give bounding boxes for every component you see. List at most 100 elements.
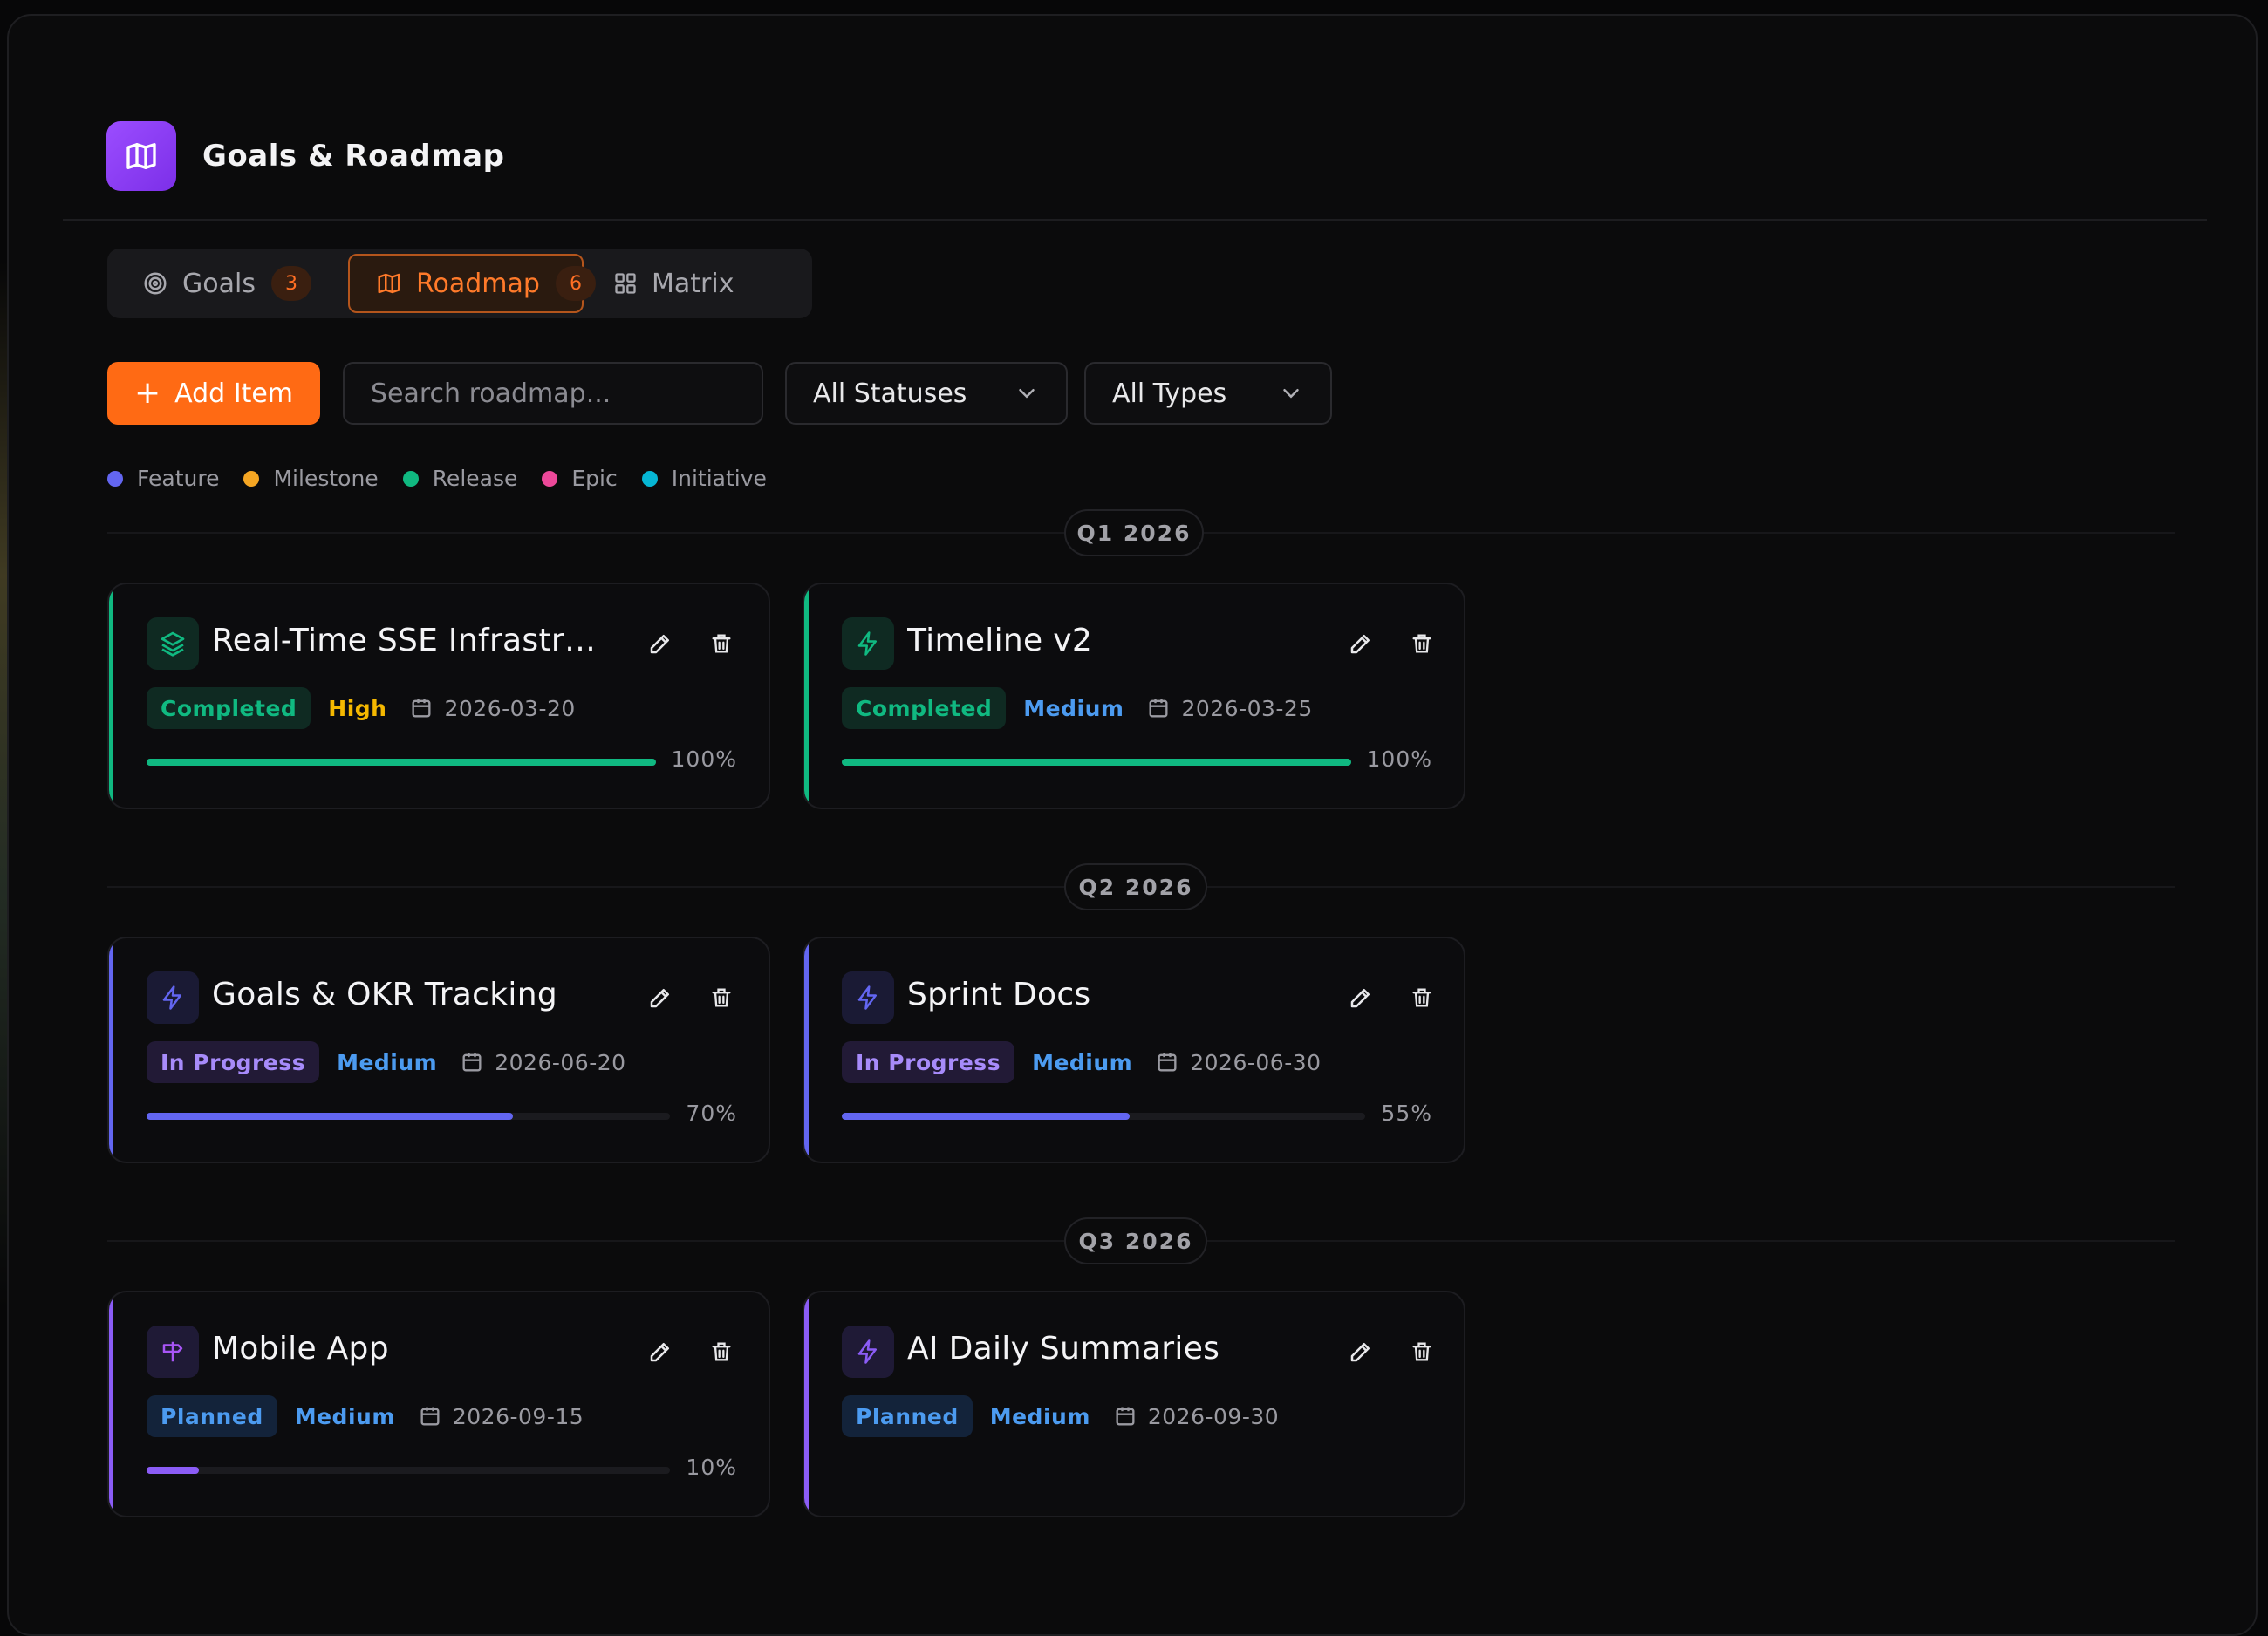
progress-fill <box>842 759 1351 766</box>
status-badge: Completed <box>842 687 1007 729</box>
legend-dot <box>641 470 658 487</box>
count-badge: 3 <box>270 266 311 301</box>
target-icon <box>142 270 168 297</box>
priority-label: Medium <box>294 1403 395 1429</box>
legend-item-milestone: Milestone <box>243 466 379 491</box>
tab-label: Roadmap <box>416 268 540 299</box>
priority-label: Medium <box>337 1049 438 1075</box>
legend-item-feature: Feature <box>107 466 219 491</box>
legend-item-initiative: Initiative <box>641 466 767 491</box>
card-meta: Completed High 2026-03-20 <box>147 687 576 729</box>
card-title: Mobile App <box>212 1331 389 1367</box>
header-divider <box>63 219 2207 221</box>
quarter-label: Q2 2026 <box>1064 863 1207 910</box>
calendar-icon <box>1149 699 1168 718</box>
map-icon <box>106 121 176 191</box>
edit-icon[interactable] <box>1343 980 1378 1015</box>
view-tabs: Goals 3 Roadmap 6 Matrix <box>107 249 812 318</box>
calendar-icon <box>1158 1053 1177 1072</box>
type-filter-value: All Types <box>1112 378 1227 409</box>
card-title: Goals & OKR Tracking <box>212 977 557 1012</box>
roadmap-card[interactable]: AI Daily Summaries Planned Medium 2026-0… <box>803 1291 1465 1517</box>
due-date-text: 2026-09-30 <box>1147 1403 1280 1429</box>
card-accent <box>804 584 809 808</box>
roadmap-card[interactable]: Real-Time SSE Infrastructure Completed H… <box>107 583 770 809</box>
quarter-label: Q3 2026 <box>1064 1217 1207 1264</box>
page-header: Goals & Roadmap <box>106 113 504 199</box>
priority-label: High <box>328 695 387 721</box>
roadmap-card[interactable]: Sprint Docs In Progress Medium 2026-06-3… <box>803 937 1465 1163</box>
zap-icon <box>842 971 894 1024</box>
card-accent <box>109 1292 113 1516</box>
card-title: Sprint Docs <box>907 977 1091 1012</box>
layers-icon <box>147 617 199 670</box>
due-date-text: 2026-06-30 <box>1190 1049 1322 1075</box>
due-date: 2026-03-20 <box>409 696 575 721</box>
progress-label: 70% <box>686 1101 737 1126</box>
progress-bar <box>147 1467 670 1474</box>
calendar-icon <box>412 699 431 718</box>
tab-label: Goals <box>182 268 256 299</box>
app-window: Goals & Roadmap Goals 3 Roadmap 6 <box>7 14 2258 1636</box>
zap-icon <box>147 971 199 1024</box>
tab-matrix[interactable]: Matrix <box>601 254 793 313</box>
count-badge: 6 <box>555 266 596 301</box>
search-input[interactable] <box>343 362 763 425</box>
tab-label: Matrix <box>652 268 734 299</box>
calendar-icon <box>1116 1407 1135 1426</box>
trash-icon[interactable] <box>704 626 739 661</box>
legend-label: Release <box>432 466 518 491</box>
progress-label: 100% <box>671 746 737 772</box>
chevron-down-icon <box>1283 389 1299 399</box>
due-date: 2026-06-20 <box>460 1050 625 1075</box>
trash-icon[interactable] <box>1404 980 1439 1015</box>
edit-icon[interactable] <box>643 626 678 661</box>
trash-icon[interactable] <box>1404 626 1439 661</box>
edit-icon[interactable] <box>1343 626 1378 661</box>
card-accent <box>804 1292 809 1516</box>
card-title: Real-Time SSE Infrastructure <box>212 623 613 658</box>
type-legend: Feature Milestone Release Epic Initiativ… <box>107 466 791 491</box>
progress-bar <box>147 1113 670 1120</box>
card-meta: Completed Medium 2026-03-25 <box>842 687 1313 729</box>
trash-icon[interactable] <box>704 980 739 1015</box>
signpost-icon <box>147 1326 199 1378</box>
progress-fill <box>147 759 656 766</box>
card-accent <box>109 938 113 1162</box>
chevron-down-icon <box>1019 389 1035 399</box>
roadmap-card[interactable]: Timeline v2 Completed Medium 2026-03-25 … <box>803 583 1465 809</box>
due-date-text: 2026-09-15 <box>452 1403 584 1429</box>
card-accent <box>804 938 809 1162</box>
progress-label: 10% <box>686 1455 737 1480</box>
trash-icon[interactable] <box>1404 1334 1439 1369</box>
card-meta: In Progress Medium 2026-06-30 <box>842 1041 1322 1083</box>
due-date: 2026-09-15 <box>418 1404 584 1429</box>
roadmap-card[interactable]: Goals & OKR Tracking In Progress Medium … <box>107 937 770 1163</box>
status-filter-select[interactable]: All Statuses <box>785 362 1068 425</box>
legend-dot <box>542 470 558 487</box>
edit-icon[interactable] <box>1343 1334 1378 1369</box>
tab-roadmap[interactable]: Roadmap 6 <box>348 254 596 313</box>
edit-icon[interactable] <box>643 1334 678 1369</box>
progress-bar <box>842 1113 1365 1120</box>
progress-fill <box>842 1113 1130 1120</box>
tab-goals[interactable]: Goals 3 <box>130 254 339 313</box>
progress-label: 100% <box>1366 746 1432 772</box>
due-date-text: 2026-06-20 <box>495 1049 626 1075</box>
card-meta: Planned Medium 2026-09-30 <box>842 1395 1279 1437</box>
roadmap-card[interactable]: Mobile App Planned Medium 2026-09-15 10% <box>107 1291 770 1517</box>
legend-label: Milestone <box>273 466 379 491</box>
due-date-text: 2026-03-25 <box>1181 695 1313 721</box>
due-date: 2026-06-30 <box>1155 1050 1321 1075</box>
legend-label: Feature <box>137 466 220 491</box>
status-badge: In Progress <box>842 1041 1015 1083</box>
edit-icon[interactable] <box>643 980 678 1015</box>
add-item-button[interactable]: + Add Item <box>107 362 320 425</box>
zap-icon <box>842 617 894 670</box>
type-filter-select[interactable]: All Types <box>1084 362 1332 425</box>
card-accent <box>109 584 113 808</box>
card-title: AI Daily Summaries <box>907 1331 1220 1367</box>
progress-bar <box>147 759 656 766</box>
due-date: 2026-03-25 <box>1146 696 1312 721</box>
trash-icon[interactable] <box>704 1334 739 1369</box>
